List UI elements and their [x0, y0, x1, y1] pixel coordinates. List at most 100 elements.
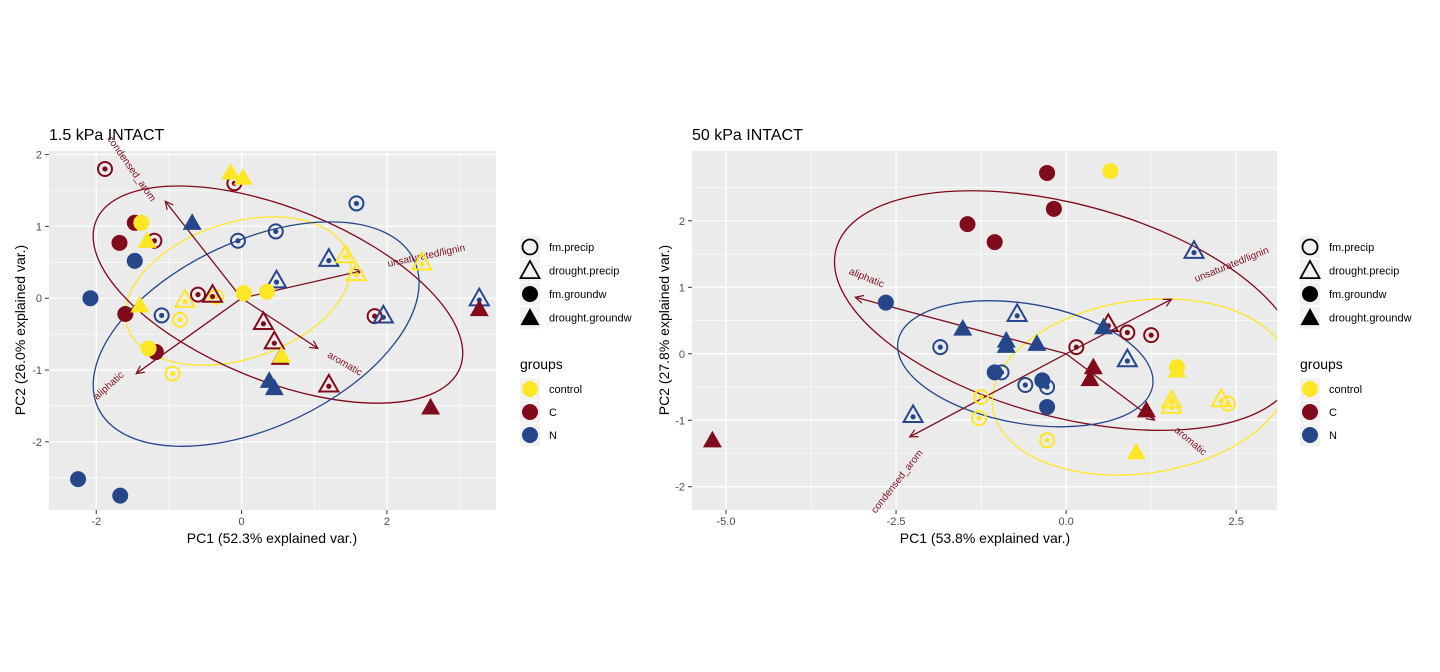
y-tick-label: -1	[675, 415, 685, 427]
data-point	[1017, 377, 1034, 394]
legend-shape-label: drought.precip	[1329, 266, 1399, 278]
data-point	[702, 430, 722, 448]
data-point	[130, 295, 150, 313]
data-point	[1027, 334, 1047, 351]
data-point-dot	[419, 261, 425, 267]
legend-shape-label: drought.precip	[549, 266, 619, 278]
panel-2: 50 kPa INTACT unsaturated/ligninaromatic…	[656, 127, 1277, 546]
legend-color-swatch	[522, 404, 538, 420]
data-point	[190, 286, 206, 303]
data-point	[971, 410, 988, 427]
data-point	[137, 231, 157, 248]
data-point	[1094, 317, 1114, 335]
legend-open-triangle-icon	[518, 259, 542, 279]
data-point	[233, 168, 253, 185]
legend-key-bg	[1300, 259, 1320, 282]
data-point	[1083, 357, 1103, 375]
legend-color-swatch	[1302, 427, 1318, 443]
legend-key-bg	[520, 259, 540, 282]
data-point	[235, 285, 252, 302]
data-point-dot	[1022, 382, 1028, 388]
data-point	[1136, 400, 1156, 418]
panel-1-legend: fm.precip drought.precip fm.groundw drought…	[518, 236, 632, 446]
data-point	[932, 339, 949, 356]
legend-group-label: N	[1329, 430, 1337, 442]
panel-2-title: 50 kPa INTACT	[692, 127, 803, 144]
panel-1-plot-area	[49, 151, 496, 510]
data-point	[469, 299, 489, 317]
ellipse-control	[124, 216, 352, 366]
data-point	[1005, 302, 1029, 323]
data-point-dot	[353, 272, 360, 278]
data-point	[317, 372, 341, 393]
legend-group-label: C	[1329, 407, 1337, 419]
panel-2-legend: fm.precip drought.precip fm.groundw drought…	[1298, 236, 1412, 446]
legend-group-label: control	[1329, 384, 1362, 396]
panel-1-ellipses	[92, 185, 464, 447]
panel-2-ellipses	[833, 190, 1277, 476]
legend-shape-label: fm.groundw	[549, 289, 607, 301]
loading-arrow	[136, 297, 242, 373]
data-point	[267, 223, 284, 240]
data-point-dot	[159, 312, 165, 319]
x-tick-label: 0	[239, 516, 245, 528]
ellipse-control	[991, 298, 1277, 476]
data-point	[953, 319, 973, 336]
data-point-dot	[273, 279, 280, 285]
y-tick-label: -1	[32, 365, 42, 377]
panel-1-title: 1.5 kPa INTACT	[49, 127, 165, 144]
data-point	[173, 288, 197, 308]
legend-open-circle-icon	[1301, 238, 1319, 256]
legend-open-triangle-icon	[1298, 259, 1322, 279]
data-point	[171, 311, 188, 328]
panel-1-grid	[49, 151, 496, 510]
data-point	[986, 364, 1003, 381]
legend-shape-label: fm.precip	[1329, 242, 1374, 254]
data-point-dot	[380, 314, 386, 320]
x-tick-label: -2	[91, 516, 101, 528]
data-point-dot	[937, 344, 943, 350]
panel-2-ticks: -5.0 -2.5 0.0 2.5 -2 -1 0 1 2	[675, 216, 1244, 528]
legend-group-label: control	[549, 384, 582, 396]
panel-2-x-axis-title: PC1 (53.8% explained var.)	[900, 530, 1070, 546]
data-point	[96, 160, 113, 177]
data-point	[140, 340, 157, 357]
ellipse-n	[92, 221, 420, 447]
data-point	[1039, 398, 1056, 415]
ellipse-c	[92, 185, 464, 404]
data-point	[1220, 395, 1237, 412]
data-point-dot	[976, 415, 982, 421]
data-point-dot	[1124, 358, 1130, 364]
data-point-dot	[273, 228, 279, 235]
data-point-dot	[978, 394, 984, 400]
data-point-dot	[910, 414, 916, 420]
data-point	[959, 216, 976, 233]
loading-arrow	[1065, 353, 1154, 420]
data-point	[1068, 339, 1085, 356]
legend-filled-triangle-icon	[520, 308, 540, 326]
data-point-dot	[326, 383, 332, 389]
legend-color-swatch	[522, 427, 538, 443]
data-point	[265, 268, 288, 289]
panel-1-points	[70, 160, 491, 504]
data-point-dot	[209, 293, 216, 300]
data-point	[973, 388, 990, 405]
x-tick-label: 0.0	[1058, 516, 1073, 528]
data-point	[317, 247, 341, 267]
data-point-dot	[326, 258, 332, 264]
legend-color-swatch	[522, 381, 538, 397]
data-point	[345, 261, 368, 282]
panel-1-x-axis-title: PC1 (52.3% explained var.)	[187, 530, 357, 546]
legend-shape-label: drought.groundw	[1329, 313, 1412, 325]
legend-group-label: N	[549, 430, 557, 442]
data-point	[986, 234, 1003, 251]
data-point-dot	[1168, 399, 1175, 405]
y-tick-label: -2	[675, 482, 685, 494]
data-point	[252, 310, 275, 331]
data-point-dot	[235, 238, 241, 244]
data-point	[1039, 432, 1056, 449]
ellipse-c	[833, 190, 1277, 432]
y-tick-label: 2	[679, 216, 685, 228]
loading-arrow	[165, 201, 243, 299]
legend-color-swatch	[1302, 381, 1318, 397]
